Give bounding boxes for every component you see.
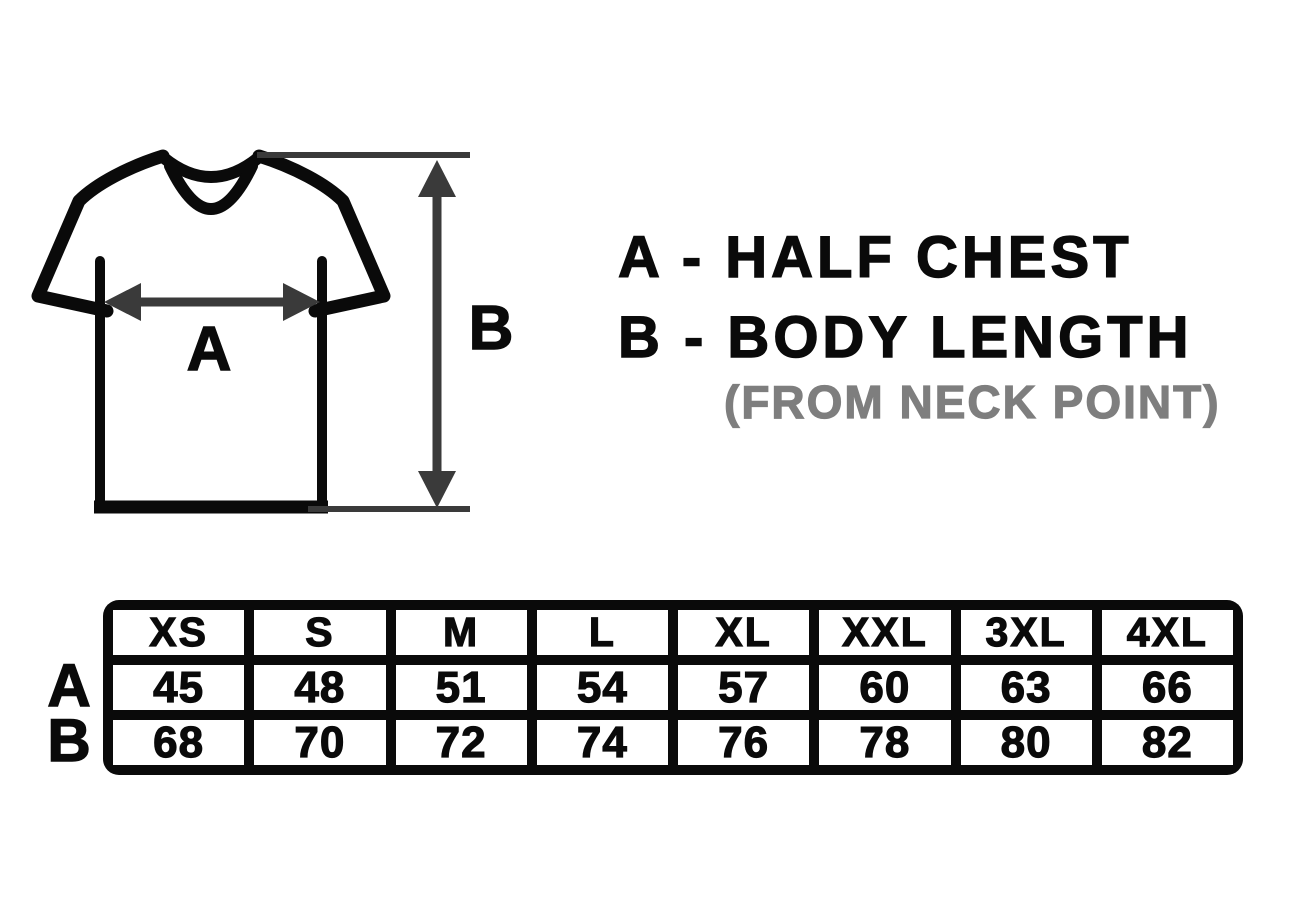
legend-half-chest: A - HALF CHEST <box>617 225 1133 290</box>
arrowheads <box>104 160 456 508</box>
body-length-value: 76 <box>678 719 810 765</box>
size-col-header: 4XL <box>1101 610 1233 655</box>
tshirt-outline-icon <box>31 149 391 514</box>
half-chest-value: 48 <box>254 664 386 710</box>
body-length-value: 78 <box>819 719 951 765</box>
legend-body-length-note: (FROM NECK POINT) <box>723 376 1221 428</box>
body-length-value: 70 <box>254 719 386 765</box>
reference-lines <box>132 152 470 512</box>
legend-body-length: B - BODY LENGTH <box>617 305 1193 370</box>
tshirt-left-sleeve <box>31 149 170 318</box>
half-chest-value: 51 <box>395 664 527 710</box>
size-col-header: S <box>254 610 386 655</box>
tshirt-front-collar <box>164 160 258 215</box>
diagram-label-length: B <box>468 294 518 363</box>
half-chest-value: 54 <box>536 664 668 710</box>
length-arrow-top-head <box>418 160 456 197</box>
body-length-value: 68 <box>113 719 245 765</box>
chest-arrow-left-head <box>104 283 141 321</box>
tshirt-right-sleeve <box>252 149 391 318</box>
size-col-header: XXL <box>819 610 951 655</box>
half-chest-value: 66 <box>1101 664 1233 710</box>
body-length-value: 72 <box>395 719 527 765</box>
diagram-label-chest: A <box>186 315 236 384</box>
body-length-value: 80 <box>960 719 1092 765</box>
table-row-label-b: B <box>47 707 95 774</box>
half-chest-value: 57 <box>678 664 810 710</box>
size-col-header: XS <box>113 610 245 655</box>
body-length-value: 74 <box>536 719 668 765</box>
size-table: XS S M L XL XXL 3XL 4XL 45 48 51 54 57 6… <box>103 600 1243 775</box>
half-chest-value: 63 <box>960 664 1092 710</box>
size-col-header: XL <box>678 610 810 655</box>
size-col-header: L <box>536 610 668 655</box>
half-chest-value: 45 <box>113 664 245 710</box>
chest-arrow-right-head <box>283 283 320 321</box>
size-col-header: 3XL <box>960 610 1092 655</box>
half-chest-value: 60 <box>819 664 951 710</box>
table-row-label-a: A <box>47 652 95 719</box>
size-col-header: M <box>395 610 527 655</box>
body-length-value: 82 <box>1101 719 1233 765</box>
length-arrow-bottom-head <box>418 471 456 508</box>
